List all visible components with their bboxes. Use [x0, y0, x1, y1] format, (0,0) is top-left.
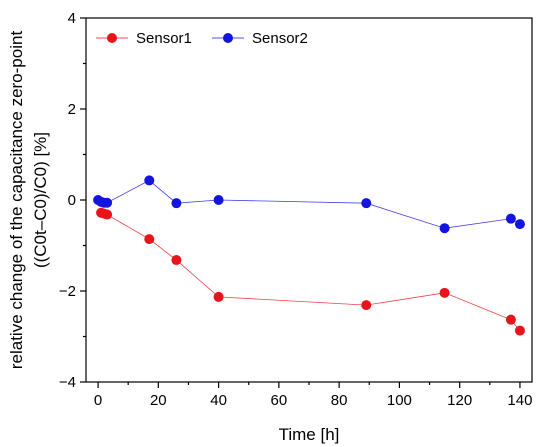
- series-line: [97, 179, 521, 229]
- y-axis-label-line2: ((C0t–C0)/C0) [%]: [31, 132, 50, 268]
- plot-frame: [85, 17, 533, 383]
- series-line: [100, 212, 521, 331]
- legend-item-sensor1: Sensor1: [96, 30, 192, 47]
- data-point: [514, 325, 525, 336]
- y-tick-label: 4: [68, 10, 76, 27]
- x-axis-label: Time [h]: [279, 425, 340, 444]
- data-point: [514, 219, 525, 230]
- data-point: [505, 213, 516, 224]
- data-point: [171, 198, 182, 209]
- data-point: [102, 209, 113, 220]
- data-point: [213, 291, 224, 302]
- x-tick-label: 120: [447, 392, 472, 409]
- data-point: [144, 234, 155, 245]
- x-tick-label: 100: [387, 392, 412, 409]
- data-point: [144, 175, 155, 186]
- x-tick-label: 140: [507, 392, 532, 409]
- series-sensor2: [93, 175, 525, 234]
- data-point: [213, 195, 224, 205]
- x-tick-label: 40: [210, 392, 227, 409]
- x-tick-label: 0: [94, 392, 102, 409]
- legend-item-sensor2: Sensor2: [212, 30, 308, 47]
- legend-marker: [107, 33, 117, 43]
- legend-marker: [223, 33, 233, 43]
- legend-label: Sensor1: [136, 30, 192, 47]
- legend: Sensor1 Sensor2: [96, 30, 308, 47]
- data-point: [361, 300, 372, 311]
- data-point: [505, 314, 516, 325]
- y-axis-label-line1: relative change of the capacitance zero-…: [7, 31, 26, 370]
- x-tick-label: 80: [331, 392, 348, 409]
- x-tick-label: 20: [150, 392, 167, 409]
- legend-label: Sensor2: [252, 30, 308, 47]
- series-sensor1: [96, 207, 525, 336]
- x-tick-label: 60: [271, 392, 288, 409]
- y-tick-label: −2: [59, 283, 76, 300]
- data-point: [439, 223, 450, 234]
- data-point: [171, 255, 182, 266]
- data-point: [361, 198, 372, 209]
- y-tick-label: 2: [68, 101, 76, 118]
- series-layer: [93, 175, 525, 336]
- data-point: [102, 197, 113, 208]
- axes: 0 20 40 60 80 100 120 140 −4 −2 0 2 4: [59, 10, 533, 409]
- y-tick-label: 0: [68, 192, 76, 209]
- data-point: [439, 287, 450, 298]
- y-tick-label: −4: [59, 374, 76, 391]
